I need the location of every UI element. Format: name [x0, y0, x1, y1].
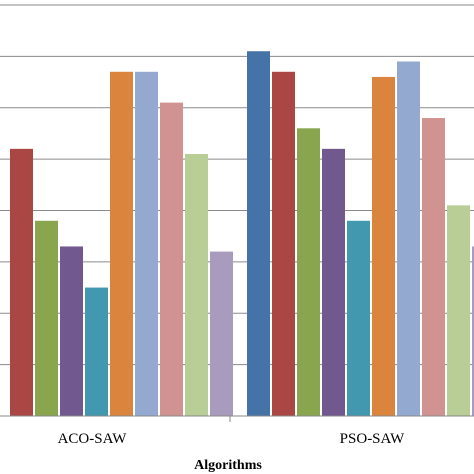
bar-aco-saw-series-3 — [35, 220, 58, 416]
bar-aco-saw-series-10 — [210, 251, 233, 416]
bar-pso-saw-series-10 — [472, 246, 474, 416]
x-tick-labels: ACO-SAW PSO-SAW — [58, 431, 406, 447]
bar-pso-saw-series-7 — [397, 61, 420, 416]
x-tick-label: ACO-SAW — [58, 431, 128, 447]
bar-aco-saw-series-9 — [185, 153, 208, 417]
bar-aco-saw-series-4 — [60, 246, 83, 416]
bar-aco-saw-series-6 — [110, 71, 133, 416]
bar-aco-saw-series-7 — [135, 71, 158, 416]
bar-aco-saw-series-5 — [85, 287, 108, 416]
bar-pso-saw-series-8 — [422, 118, 445, 417]
bar-pso-saw-series-9 — [447, 205, 470, 416]
x-axis-title: Algorithms — [194, 458, 262, 473]
x-tick-label: PSO-SAW — [340, 431, 405, 447]
bar-pso-saw-series-1 — [247, 51, 270, 417]
bar-aco-saw-series-2 — [10, 148, 33, 416]
bar-pso-saw-series-5 — [347, 220, 370, 416]
bar-pso-saw-series-4 — [322, 148, 345, 416]
bar-pso-saw-series-2 — [272, 71, 295, 416]
bar-pso-saw-series-3 — [297, 128, 320, 417]
bar-pso-saw-series-6 — [372, 76, 395, 417]
bar-aco-saw-series-8 — [160, 102, 183, 417]
bars — [10, 51, 474, 417]
